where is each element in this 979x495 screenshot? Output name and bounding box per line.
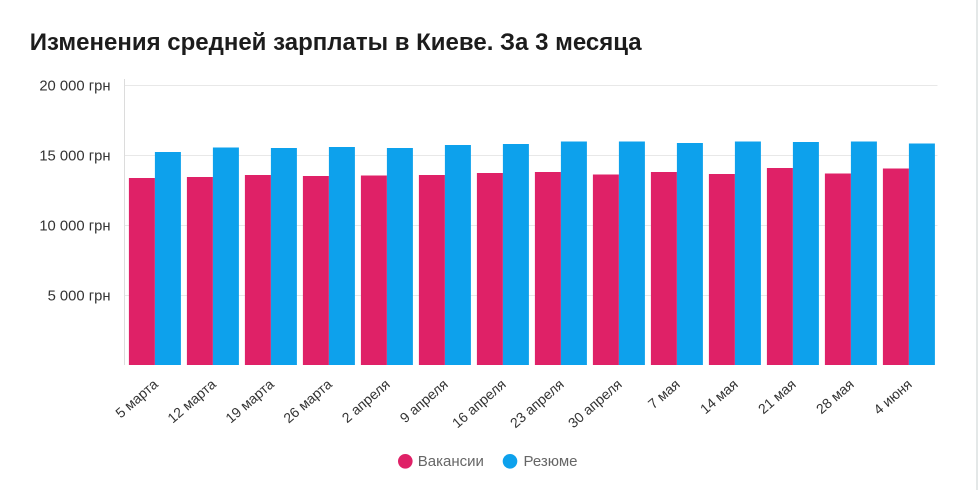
svg-text:Изменения средней зарплаты в К: Изменения средней зарплаты в Киеве. За 3…	[30, 29, 642, 56]
svg-text:Резюме: Резюме	[524, 453, 578, 470]
svg-text:15 000 грн: 15 000 грн	[39, 148, 110, 164]
svg-text:10 000 грн: 10 000 грн	[39, 218, 110, 234]
svg-text:5 000 грн: 5 000 грн	[48, 288, 111, 304]
svg-text:20 000 грн: 20 000 грн	[39, 78, 110, 94]
svg-text:Вакансии: Вакансии	[418, 453, 484, 470]
